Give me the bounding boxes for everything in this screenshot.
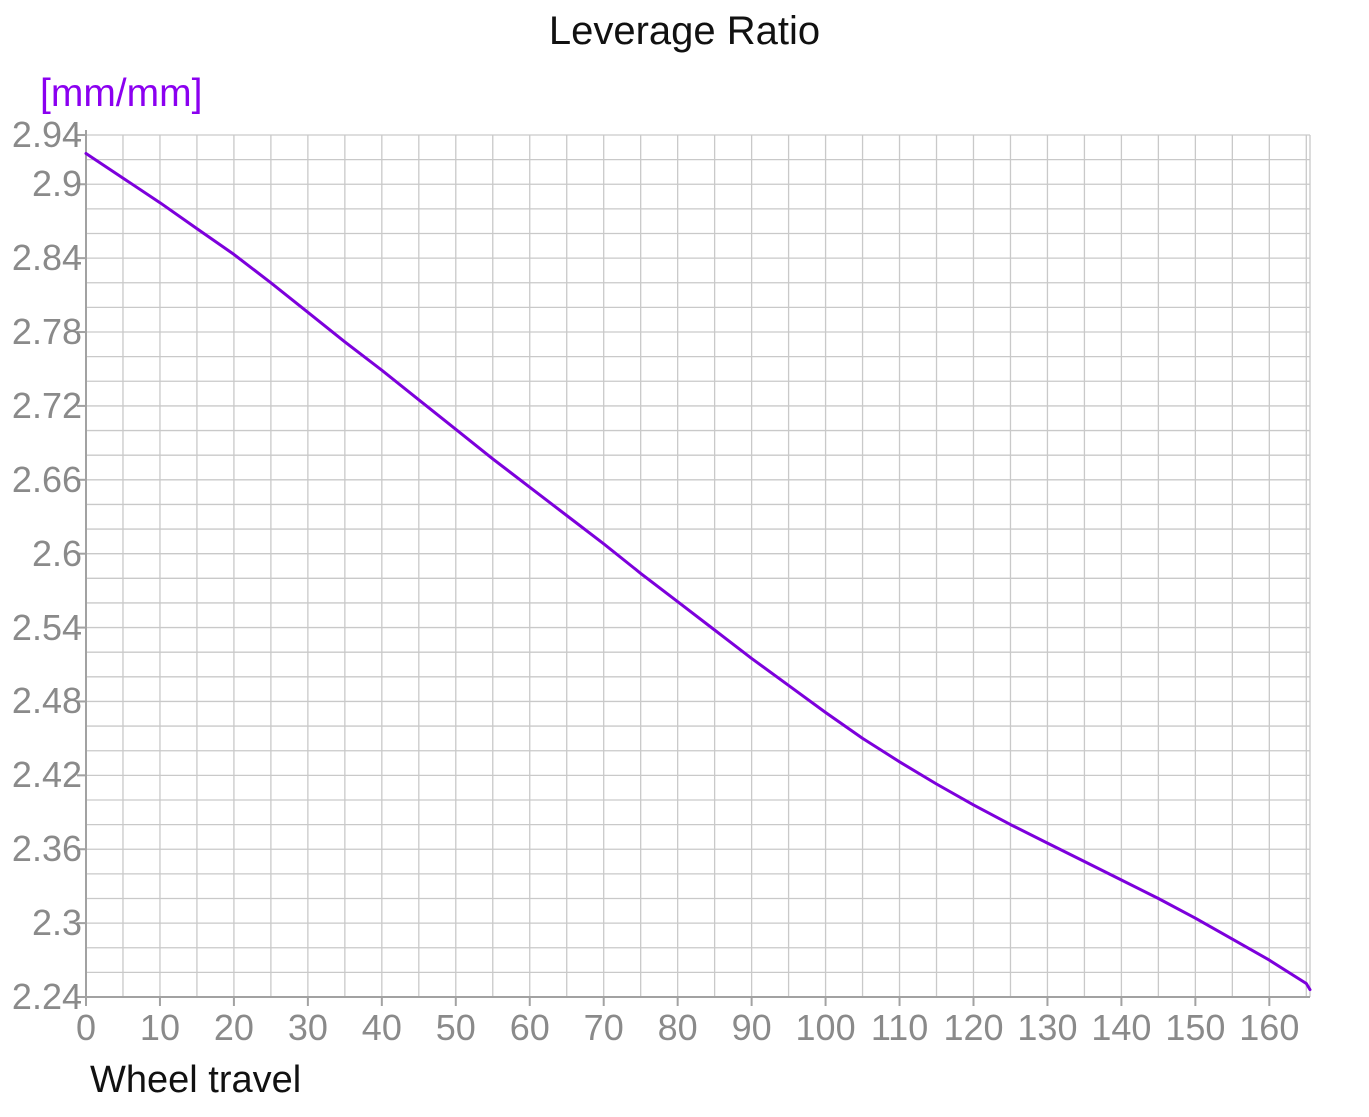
y-tick-label: 2.48 — [11, 680, 82, 722]
x-tick-label: 20 — [213, 1007, 254, 1048]
leverage-ratio-curve — [84, 152, 1312, 992]
x-tick-label: 70 — [583, 1007, 624, 1048]
x-tick-label: 60 — [509, 1007, 550, 1048]
x-tick-label: 150 — [1165, 1007, 1226, 1048]
y-tick-label: 2.9 — [31, 163, 82, 205]
x-tick-label: 120 — [943, 1007, 1004, 1048]
x-axis-label: Wheel travel — [90, 1059, 302, 1101]
y-axis-unit-label: [mm/mm] — [40, 72, 203, 115]
y-tick-label: 2.54 — [11, 606, 82, 648]
y-tick-label: 2.36 — [11, 828, 82, 870]
y-tick-label: 2.94 — [11, 114, 82, 155]
x-tick-label: 130 — [1017, 1007, 1078, 1048]
x-tick-label: 160 — [1239, 1007, 1300, 1048]
x-tick-label: 90 — [731, 1007, 772, 1048]
chart-title: Leverage Ratio — [548, 9, 821, 53]
y-tick-label: 2.78 — [11, 311, 82, 353]
y-tick-label: 2.84 — [11, 237, 82, 279]
x-tick-label: 110 — [870, 1007, 929, 1048]
x-tick-label: 50 — [435, 1007, 476, 1048]
y-tick-label: 2.72 — [11, 384, 82, 426]
y-tick-label: 2.66 — [11, 458, 82, 500]
y-tick-label: 2.6 — [31, 532, 82, 574]
x-tick-label: 10 — [139, 1007, 180, 1048]
x-tick-label: 140 — [1091, 1007, 1152, 1048]
y-tick-label: 2.42 — [11, 754, 82, 796]
x-tick-label: 80 — [657, 1007, 698, 1048]
x-tick-label: 100 — [795, 1007, 856, 1048]
x-tick-label: 0 — [75, 1007, 97, 1048]
x-tick-label: 40 — [361, 1007, 402, 1048]
y-tick-label: 2.24 — [11, 976, 82, 1017]
x-tick-label: 30 — [287, 1007, 328, 1048]
y-tick-label: 2.3 — [31, 902, 82, 944]
